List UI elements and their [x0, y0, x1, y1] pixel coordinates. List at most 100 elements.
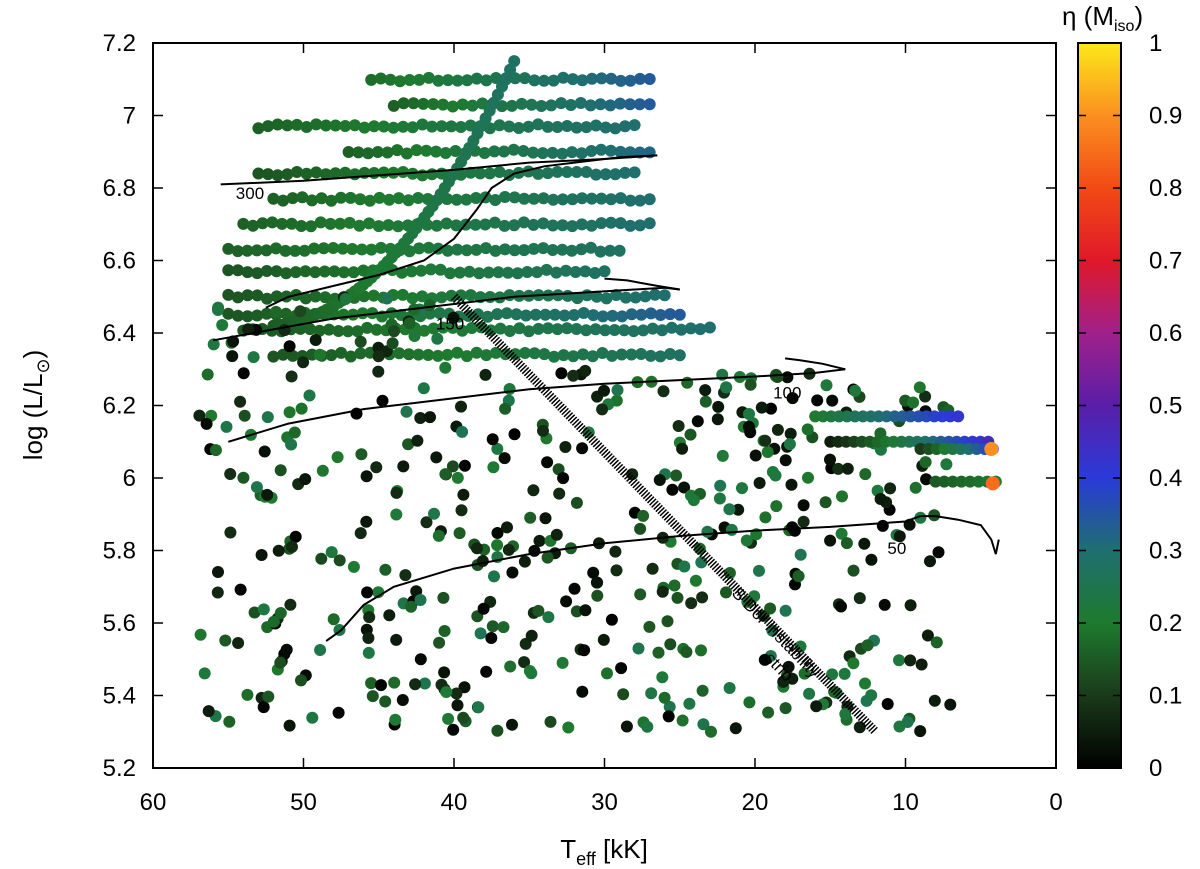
- scatter-point: [255, 549, 268, 561]
- scatter-point: [611, 384, 624, 397]
- y-tick-label: 5.6: [103, 610, 136, 637]
- scatter-point: [387, 121, 400, 134]
- scatter-point: [547, 193, 560, 206]
- scatter-point: [390, 508, 403, 521]
- scatter-point: [397, 120, 410, 133]
- scatter-point: [388, 325, 400, 338]
- scatter-point: [699, 395, 712, 408]
- strip-band: [450, 293, 879, 735]
- scatter-point: [518, 72, 531, 85]
- track-100-hook: [784, 357, 846, 371]
- scatter-point: [565, 244, 578, 257]
- scatter-point: [432, 74, 445, 87]
- scatter-point: [661, 615, 674, 628]
- scatter-point: [440, 217, 453, 230]
- scatter-point: [595, 217, 608, 230]
- scatter-point: [241, 289, 254, 302]
- scatter-point: [551, 165, 564, 178]
- scatter-point: [442, 74, 454, 87]
- scatter-point: [266, 216, 279, 229]
- scatter-point: [433, 636, 446, 649]
- scatter-point: [422, 349, 435, 361]
- scatter-point: [362, 632, 375, 644]
- scatter-point: [252, 122, 265, 135]
- scatter-point: [508, 55, 521, 68]
- scatter-point: [753, 564, 765, 577]
- scatter-point: [396, 288, 409, 301]
- scatter-point: [643, 193, 656, 206]
- scatter-point: [354, 527, 367, 540]
- scatter-point: [586, 72, 598, 85]
- scatter-point: [251, 309, 264, 322]
- scatter-point: [634, 219, 646, 232]
- scatter-point: [556, 219, 569, 232]
- scatter-point: [439, 468, 452, 481]
- scatter-point: [893, 654, 905, 667]
- scatter-point: [428, 507, 440, 520]
- scatter-point: [596, 347, 609, 359]
- scatter-point: [286, 192, 299, 205]
- scatter-point: [365, 677, 378, 690]
- scatter-point: [676, 442, 689, 455]
- scatter-point: [295, 402, 308, 415]
- scatter-point: [614, 217, 627, 230]
- scatter-point: [670, 469, 683, 482]
- scatter-point: [355, 448, 368, 461]
- scatter-point: [219, 634, 232, 647]
- scatter-point: [723, 682, 736, 694]
- scatter-point: [224, 468, 237, 480]
- scatter-point: [261, 292, 273, 305]
- scatter-point: [283, 340, 296, 353]
- scatter-point: [353, 219, 366, 232]
- scatter-point: [433, 307, 446, 320]
- y-tick-label: 5.2: [103, 755, 136, 782]
- scatter-point: [546, 146, 559, 159]
- scatter-point: [304, 323, 316, 336]
- colorbar-title: η (Miso): [1062, 1, 1143, 35]
- scatter-point: [770, 500, 783, 513]
- scatter-point: [624, 74, 637, 87]
- scatter-point: [512, 122, 525, 134]
- scatter-point: [416, 290, 429, 303]
- scatter-point: [381, 146, 394, 159]
- scatter-point: [418, 324, 431, 337]
- scatter-point: [811, 394, 824, 407]
- scatter-point: [300, 167, 313, 180]
- scatter-point: [538, 74, 550, 87]
- scatter-point: [508, 428, 521, 441]
- y-tick-label: 6.8: [103, 175, 136, 202]
- scatter-point: [231, 309, 244, 322]
- scatter-point: [303, 389, 316, 402]
- scatter-point: [488, 145, 501, 158]
- scatter-point: [491, 527, 504, 539]
- scatter-point: [528, 74, 541, 87]
- scatter-point: [884, 482, 897, 495]
- scatter-point: [354, 347, 367, 360]
- scatter-point: [499, 243, 511, 256]
- scatter-point: [664, 308, 677, 321]
- scatter-point: [488, 570, 500, 583]
- scatter-point: [705, 725, 717, 738]
- scatter-point: [486, 433, 499, 446]
- evolutionary-tracks: [213, 154, 1000, 642]
- scatter-point: [577, 348, 589, 361]
- scatter-point: [575, 218, 588, 231]
- scatter-point: [332, 325, 345, 337]
- scatter-point: [435, 291, 448, 304]
- scatter-point: [260, 265, 273, 277]
- scatter-point: [498, 191, 511, 203]
- x-axis-ticks: 60 50 40 30 20 10 0: [140, 43, 1063, 816]
- scatter-point: [358, 121, 371, 134]
- scatter-point: [474, 167, 487, 180]
- scatter-point: [604, 244, 616, 257]
- scatter-point: [422, 71, 435, 84]
- scatter-point: [270, 290, 283, 303]
- scatter-point: [270, 305, 282, 318]
- scatter-point: [391, 144, 404, 157]
- scatter-point: [589, 323, 602, 336]
- scatter-point: [928, 694, 941, 707]
- scatter-point: [430, 145, 442, 158]
- scatter-point: [797, 515, 810, 528]
- scatter-point: [849, 384, 862, 397]
- scatter-point: [624, 146, 637, 159]
